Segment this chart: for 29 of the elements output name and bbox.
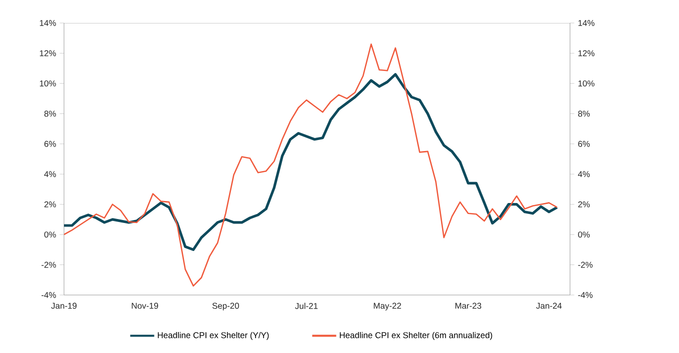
y-tick-label: 8%	[44, 110, 56, 117]
y-tick-label: 14%	[40, 20, 56, 26]
y2-tick-label: 14%	[578, 20, 594, 26]
y2-tick-label: 4%	[578, 171, 590, 178]
legend-label: Headline CPI ex Shelter (6m annualized)	[340, 332, 492, 340]
x-tick-label: Jan-24	[536, 302, 562, 309]
legend-label: Headline CPI ex Shelter (Y/Y)	[158, 332, 269, 340]
y-tick-label: 10%	[40, 80, 56, 86]
y-tick-label: 12%	[40, 50, 56, 56]
x-tick-label: May-22	[374, 302, 402, 310]
y2-tick-label: -2%	[578, 262, 593, 268]
y2-tick-label: 6%	[578, 140, 590, 147]
x-tick-label: Mar-23	[455, 302, 482, 309]
y-tick-label: 2%	[44, 201, 56, 208]
y-tick-label: 4%	[44, 171, 56, 178]
x-tick-label: Jan-19	[51, 302, 77, 309]
y2-tick-label: 8%	[578, 110, 590, 117]
y2-tick-label: 12%	[578, 50, 594, 56]
x-tick-label: Jul-21	[295, 302, 318, 309]
y2-tick-label: 2%	[578, 201, 590, 208]
y-tick-label: -2%	[42, 262, 56, 268]
y-tick-label: 0%	[44, 232, 56, 238]
y-tick-label: -4%	[42, 292, 56, 298]
y2-tick-label: -4%	[578, 292, 593, 298]
y2-tick-label: 10%	[578, 80, 594, 86]
y-tick-label: 6%	[44, 140, 56, 147]
x-tick-label: Nov-19	[132, 302, 158, 309]
x-tick-label: Sep-20	[212, 302, 239, 310]
y2-tick-label: 0%	[578, 232, 590, 238]
